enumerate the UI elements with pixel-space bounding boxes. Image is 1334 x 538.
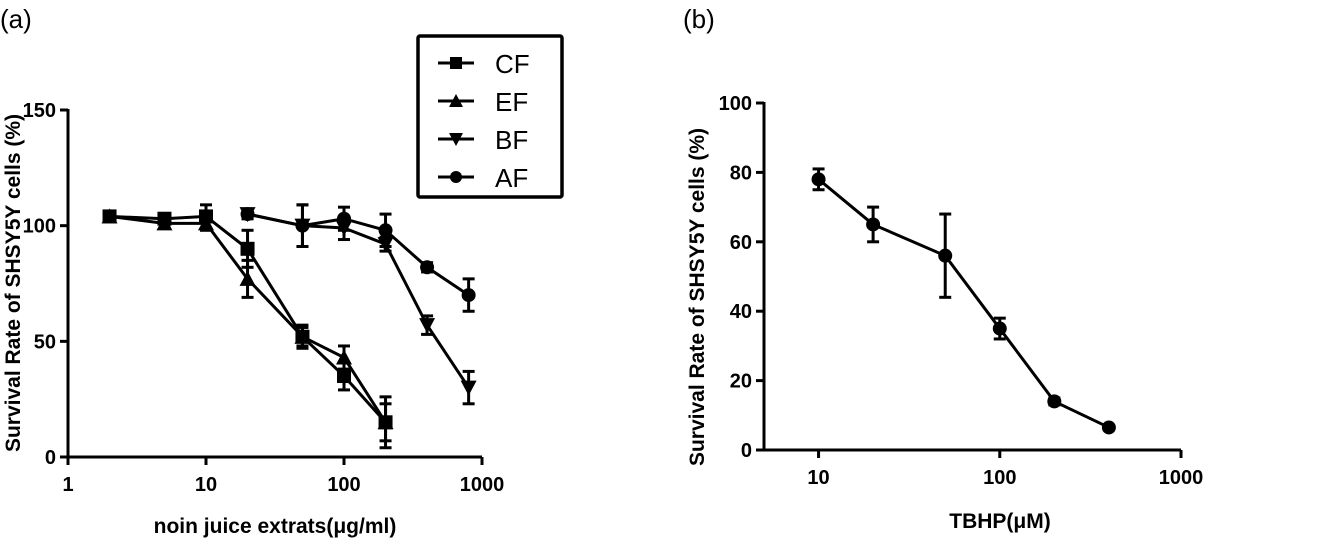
y-tick-label: 100 (719, 93, 752, 115)
data-point (378, 223, 393, 238)
panel-a-axes: 1 10 100 1000 0 50 100 150 (23, 100, 505, 496)
data-point (101, 208, 118, 224)
panel-b-label: (b) (683, 4, 715, 34)
series-cf (102, 203, 393, 450)
x-tick-label: 100 (983, 467, 1016, 489)
y-tick-label: 0 (741, 440, 752, 462)
panel-a-y-axis-title: Survival Rate of SHSY5Y cells (%) (2, 114, 25, 452)
y-tick-label: 0 (45, 447, 56, 469)
data-point (460, 380, 477, 396)
data-point (420, 260, 435, 275)
legend-marker (449, 94, 463, 107)
y-tick-label: 60 (730, 232, 752, 254)
y-tick-label: 50 (34, 331, 56, 353)
y-tick-label: 80 (730, 162, 752, 184)
x-tick-label: 100 (327, 474, 360, 496)
panel-b-axes: 10 100 1000 0 20 40 60 80 100 (719, 93, 1204, 489)
legend-entry-ef: EF (438, 87, 528, 117)
legend-marker (450, 171, 462, 183)
data-point (240, 241, 255, 256)
data-point (336, 349, 352, 365)
data-point (938, 248, 953, 263)
x-tick-label: 1000 (460, 474, 505, 496)
panel-b-y-axis-title: Survival Rate of SHSY5Y cells (%) (686, 128, 709, 466)
data-point (1047, 394, 1062, 409)
data-point (811, 172, 826, 187)
data-point (239, 270, 256, 286)
series-line (247, 212, 470, 297)
series-af (240, 203, 476, 313)
legend-entry-af: AF (438, 163, 528, 193)
legend-label: AF (495, 163, 528, 193)
data-point (866, 217, 881, 232)
series-line (817, 178, 1110, 429)
series-bf (239, 203, 477, 406)
data-point (461, 288, 476, 303)
panel-a: (a) Survival Rate of SHSY5Y cells (%) no… (0, 4, 564, 538)
y-tick-label: 100 (23, 216, 56, 238)
panel-a-x-axis-title: noin juice extrats(μg/ml) (154, 515, 397, 538)
series-ef (101, 208, 394, 443)
legend-entry-cf: CF (438, 49, 530, 79)
data-point (240, 207, 255, 222)
x-tick-label: 1 (62, 474, 73, 496)
panel-a-series (101, 203, 477, 450)
data-point (337, 211, 351, 226)
data-point (377, 414, 394, 430)
x-tick-label: 10 (195, 474, 217, 496)
y-tick-label: 40 (730, 301, 752, 323)
y-tick-label: 150 (23, 100, 56, 122)
data-point (295, 218, 310, 233)
x-tick-label: 10 (807, 467, 829, 489)
x-tick-label: 1000 (1159, 467, 1204, 489)
legend-marker (450, 57, 462, 69)
panel-b-series (811, 167, 1116, 435)
data-point (337, 369, 351, 384)
panel-b: (b) Survival Rate of SHSY5Y cells (%) TB… (683, 4, 1203, 533)
data-point (156, 215, 173, 231)
data-point (198, 215, 214, 231)
y-tick-label: 20 (730, 371, 752, 393)
data-point (294, 328, 311, 344)
panel-b-x-axis-title: TBHP(μM) (949, 510, 1051, 533)
legend-label: EF (495, 87, 528, 117)
series-tbhp (811, 167, 1116, 435)
legend-box (416, 34, 564, 199)
panel-a-label: (a) (0, 4, 32, 34)
data-point (1101, 420, 1116, 435)
legend-marker (449, 133, 463, 146)
legend-label: CF (495, 49, 530, 79)
legend-label: BF (495, 125, 528, 155)
legend-entry-bf: BF (438, 125, 528, 155)
panel-a-legend: CF EF BF AF (416, 34, 564, 199)
data-point (992, 321, 1007, 336)
data-point (419, 318, 436, 334)
